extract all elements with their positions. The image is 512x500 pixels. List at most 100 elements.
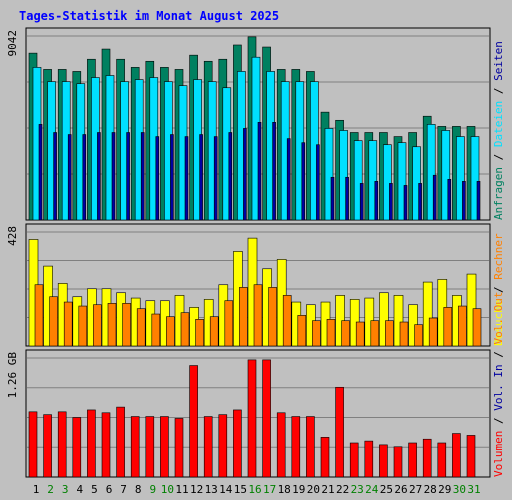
bar-rechner [78,305,88,347]
bar-volumen [393,446,403,478]
day-label: 30 [453,483,466,496]
bar-volumen [262,359,271,478]
day-label: 20 [307,483,320,496]
legend-entry: Vol. Out [492,292,505,345]
bar-seiten [301,142,306,221]
legend-entry: Dateien [492,101,505,147]
bar-dateien [383,144,392,221]
day-label: 24 [365,483,379,496]
day-label: 15 [234,483,247,496]
bar-dateien [339,130,348,221]
bar-rechner [341,320,350,347]
bar-seiten [345,176,349,221]
bar-dateien [426,124,436,221]
bar-rechner [166,316,175,347]
bar-seiten [82,134,87,221]
y-max-label: 428 [6,226,19,246]
bar-seiten [243,128,247,221]
bar-rechner [195,319,204,347]
legend-volume: Volumen / Vol. In / Vol. Out [492,292,505,477]
bar-dateien [456,136,465,221]
legend-visits: Besuche / Rechner [492,233,505,346]
day-label: 28 [424,483,437,496]
bar-rechner [472,308,482,347]
day-label: 3 [62,483,69,496]
day-label: 21 [321,483,334,496]
bar-seiten [272,122,276,221]
bar-seiten [476,181,481,221]
legend-requests: Anfragen / Dateien / Seiten [492,41,505,220]
bar-volumen [72,417,82,478]
bar-volumen [43,414,52,478]
legend-entry: Rechner [492,233,505,280]
bar-volumen [233,409,242,478]
day-label: 5 [91,483,98,496]
day-label: 22 [336,483,349,496]
bar-volumen [276,412,286,478]
panel-volume: 1.26 GB Volumen / Vol. In / Vol. Out [6,292,505,478]
day-label: 4 [76,483,83,496]
day-label: 1 [33,483,40,496]
chart-panels: 9042 Anfragen / Dateien / Seiten 428 Besuch… [6,27,505,478]
bar-rechner [385,320,394,347]
bar-volumen [174,418,184,478]
bar-seiten [213,136,218,221]
legend-entry: Seiten [492,41,505,81]
bar-besuche [379,292,389,347]
legend-entry: / [492,81,505,101]
bar-rechner [282,295,292,347]
bar-seiten [374,181,379,221]
bar-rechner [224,300,234,347]
chart-title: Tages-Statistik im Monat August 2025 [19,9,279,23]
bar-dateien [441,130,451,221]
bar-volumen [247,359,257,478]
bar-volumen [160,416,169,478]
bar-rechner [49,296,58,347]
legend-entry: / [492,345,505,365]
bar-rechner [312,320,321,347]
day-label: 23 [351,483,364,496]
bar-volumen [349,442,359,478]
bar-rechner [239,287,248,347]
bar-volumen [422,438,432,478]
bar-seiten [403,185,408,221]
day-label: 26 [394,483,407,496]
bar-volumen [203,416,213,478]
bar-seiten [126,132,130,221]
day-label: 17 [263,483,276,496]
legend-entry: / [492,280,505,300]
panel-visits: 428 Besuche / Rechner [6,223,505,347]
legend-entry: Volumen [492,431,505,477]
bar-rechner [443,307,453,347]
day-label: 6 [106,483,113,496]
day-label: 9 [149,483,156,496]
bar-seiten [432,174,437,221]
day-label: 16 [248,483,261,496]
day-label: 14 [219,483,233,496]
day-label: 25 [380,483,393,496]
bar-seiten [228,132,233,221]
bar-dateien [470,136,480,221]
day-label: 10 [161,483,174,496]
bar-volumen [101,412,111,478]
legend-entry: / [492,411,505,431]
bar-seiten [170,134,174,221]
legend-entry: Besuche [492,300,505,346]
bar-rechner [136,308,146,347]
bar-volumen [130,416,140,478]
bar-volumen [189,365,198,478]
day-label: 8 [135,483,142,496]
bar-rechner [107,303,117,347]
bar-dateien [368,140,378,221]
bar-seiten [462,181,466,221]
bar-rechner [253,284,263,347]
bar-rechner [151,313,161,347]
bar-dateien [353,140,363,221]
bar-volumen [145,416,155,478]
bar-besuche [393,295,404,347]
bar-rechner [34,284,44,347]
bar-volumen [452,433,461,478]
bar-volumen [408,442,417,478]
bar-rechner [297,315,307,347]
